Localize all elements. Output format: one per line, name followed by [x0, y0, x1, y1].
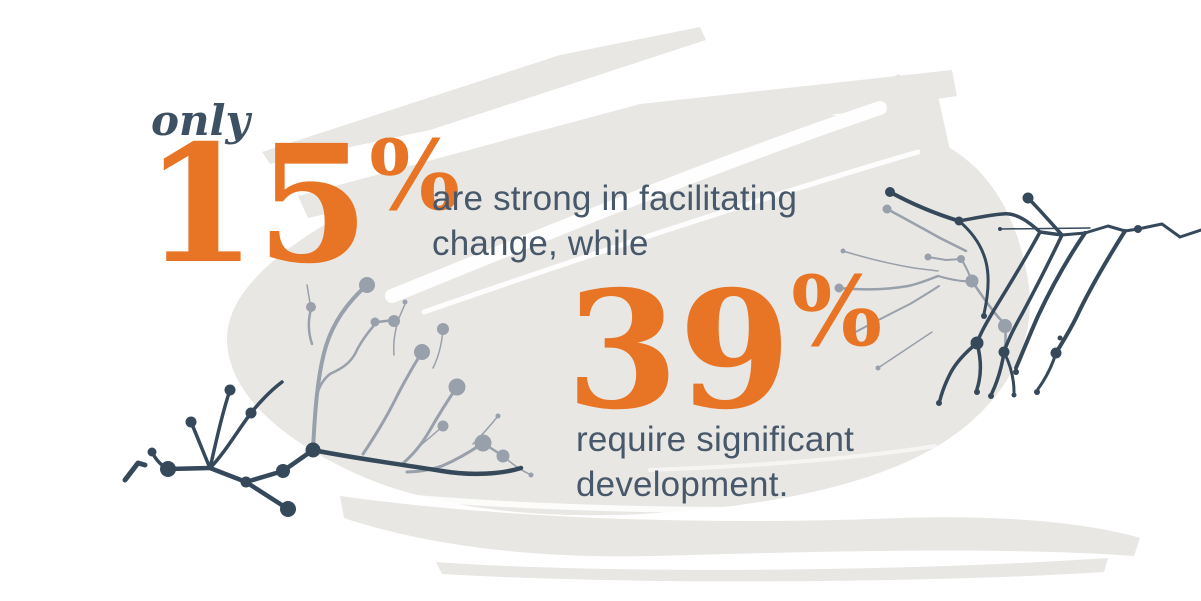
stat-39-percent-sign: %	[790, 255, 882, 368]
dendrite-branch-right-icon	[834, 187, 1201, 406]
stat-15-number: 15	[144, 110, 369, 300]
stat-39-number: 39	[566, 256, 791, 446]
qualifier-text: only	[151, 96, 250, 145]
stat-15-description: are strong in facilitating change, while	[432, 179, 798, 263]
stat-value-15: 15%	[144, 124, 460, 286]
stat-value-39: 39%	[566, 255, 882, 433]
stat-39-description: require significant development.	[576, 420, 855, 504]
dendrite-branch-left-icon	[122, 277, 534, 517]
stat-15-percent-sign: %	[368, 119, 460, 232]
